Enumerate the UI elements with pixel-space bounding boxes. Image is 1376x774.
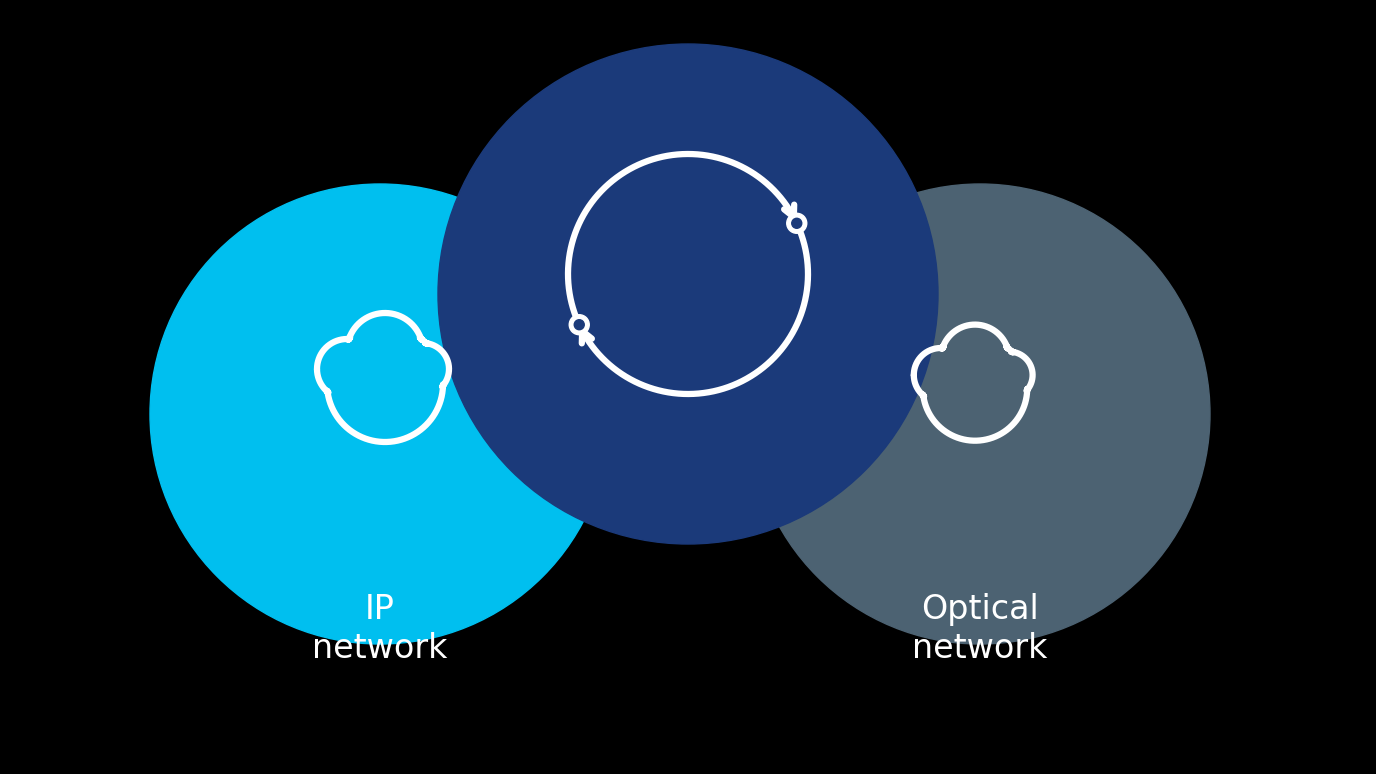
Circle shape <box>750 184 1210 644</box>
Circle shape <box>438 44 938 544</box>
Circle shape <box>570 315 589 334</box>
Circle shape <box>791 218 802 228</box>
Circle shape <box>150 184 610 644</box>
Circle shape <box>787 214 806 233</box>
Circle shape <box>574 320 585 330</box>
Text: Optical
network: Optical network <box>912 594 1047 665</box>
Text: IP
network: IP network <box>312 594 447 665</box>
